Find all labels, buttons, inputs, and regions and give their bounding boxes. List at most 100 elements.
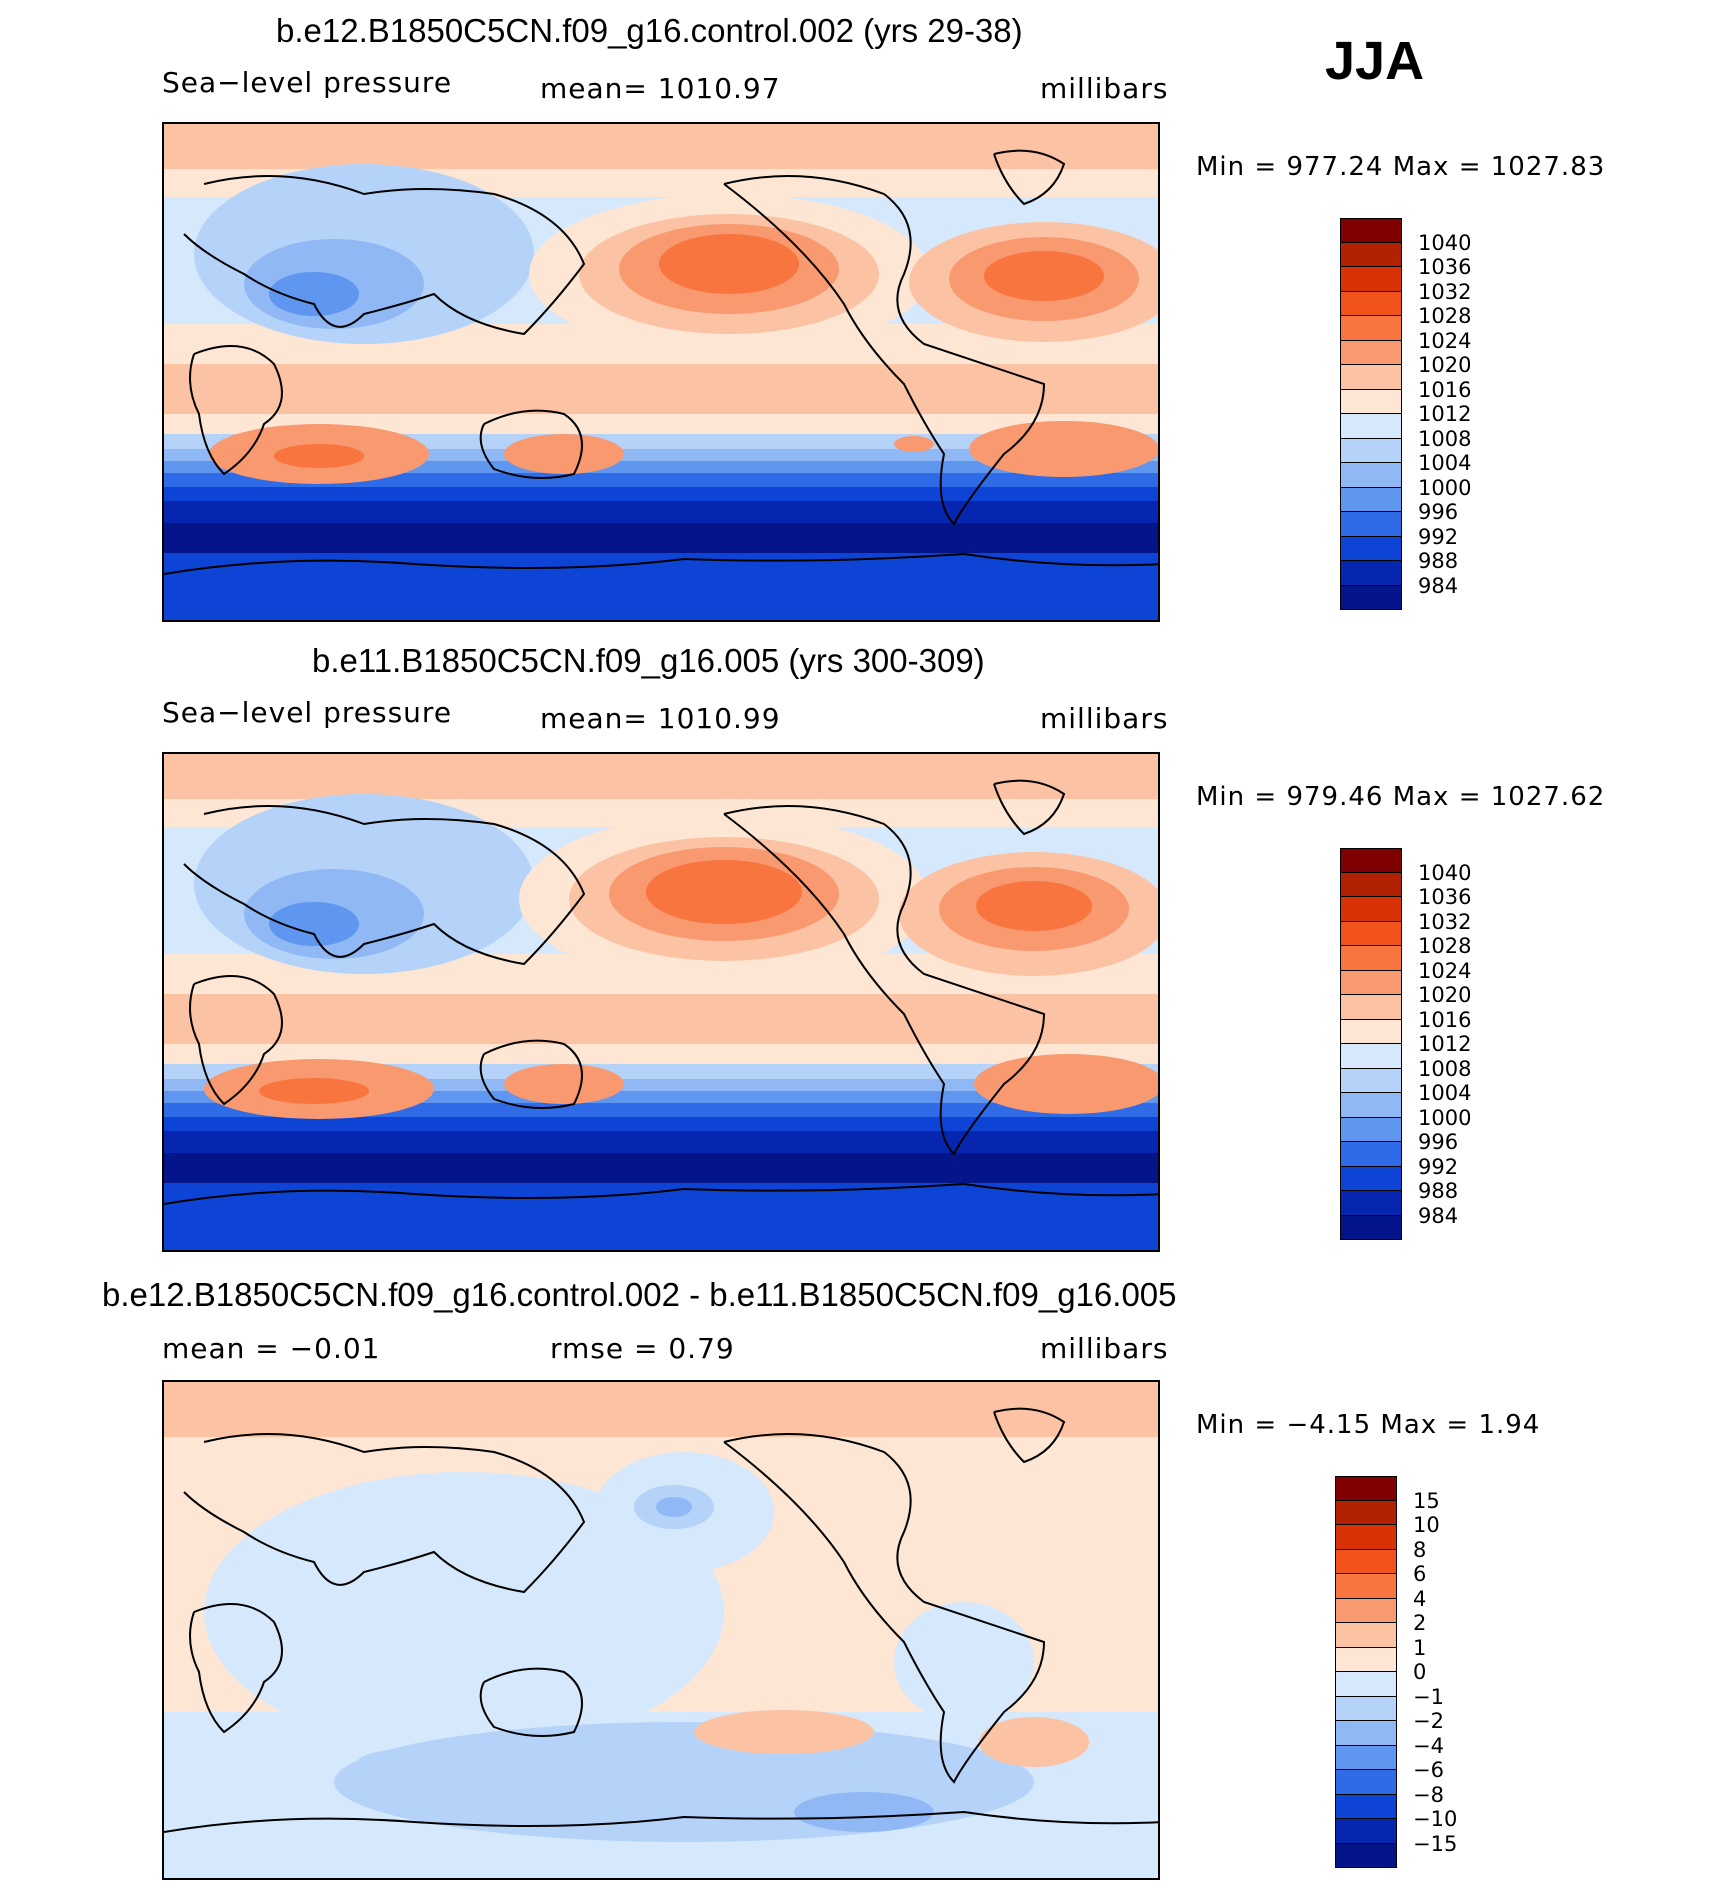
- colorbar-swatch: [1335, 1647, 1397, 1672]
- colorbar-swatch: [1335, 1794, 1397, 1819]
- colorbar-swatch: [1340, 1019, 1402, 1044]
- colorbar-tick-label: 1004: [1418, 1081, 1472, 1105]
- colorbar-swatch: [1340, 438, 1402, 463]
- panel-1-variable-label: Sea−level pressure: [162, 66, 453, 99]
- colorbar-tick-label: 6: [1413, 1562, 1427, 1586]
- colorbar-tick-label: 1: [1413, 1635, 1427, 1660]
- colorbar-swatch: [1340, 267, 1402, 292]
- colorbar-tick-label: −10: [1413, 1807, 1458, 1831]
- panel-2-map-plot: [164, 754, 1158, 1250]
- colorbar-swatch: [1335, 1819, 1397, 1844]
- colorbar-swatch: [1335, 1476, 1397, 1501]
- colorbar-swatch: [1340, 585, 1402, 610]
- colorbar-tick-label: 1012: [1418, 402, 1472, 426]
- panel-3-minmax: Min = −4.15 Max = 1.94: [1196, 1410, 1541, 1440]
- colorbar-tick-label: 1016: [1418, 1007, 1472, 1032]
- colorbar-tick-label: −15: [1413, 1831, 1458, 1856]
- colorbar-swatch: [1340, 1044, 1402, 1069]
- colorbar-tick-label: 1028: [1418, 934, 1472, 958]
- colorbar-swatch: [1340, 946, 1402, 971]
- colorbar-tick-label: 1008: [1418, 1056, 1472, 1081]
- colorbar-swatch: [1340, 1166, 1402, 1191]
- panel-1-map: [162, 122, 1160, 622]
- colorbar-swatch: [1340, 218, 1402, 243]
- colorbar-swatch: [1340, 463, 1402, 488]
- colorbar-swatch: [1340, 389, 1402, 414]
- panel-2-units: millibars: [1040, 702, 1169, 735]
- colorbar-tick-label: −1: [1413, 1684, 1444, 1709]
- colorbar-swatch: [1340, 1191, 1402, 1216]
- colorbar-swatch: [1335, 1598, 1397, 1623]
- colorbar-swatch: [1340, 414, 1402, 439]
- colorbar-swatch: [1335, 1623, 1397, 1648]
- colorbar-swatch: [1340, 536, 1402, 561]
- colorbar-tick-label: 15: [1413, 1488, 1440, 1513]
- panel-2-map: [162, 752, 1160, 1252]
- colorbar-tick-label: 10: [1413, 1513, 1440, 1537]
- colorbar-swatch: [1335, 1500, 1397, 1525]
- panel-2-mean: mean= 1010.99: [540, 702, 781, 735]
- season-label: JJA: [1325, 31, 1425, 91]
- colorbar-swatch: [1340, 1117, 1402, 1142]
- colorbar-tick-label: 996: [1418, 500, 1459, 524]
- colorbar-swatch: [1340, 487, 1402, 512]
- colorbar-swatch: [1340, 897, 1402, 922]
- colorbar-tick-label: 1000: [1418, 1105, 1472, 1130]
- colorbar-tick-label: 1008: [1418, 426, 1472, 451]
- colorbar-swatch: [1340, 512, 1402, 537]
- colorbar-tick-label: 8: [1413, 1537, 1427, 1562]
- colorbar-swatch: [1340, 995, 1402, 1020]
- colorbar-swatch: [1340, 316, 1402, 341]
- colorbar-tick-label: 4: [1413, 1586, 1427, 1611]
- colorbar-swatch: [1335, 1770, 1397, 1795]
- colorbar-tick-label: 1020: [1418, 353, 1472, 377]
- colorbar-swatch: [1335, 1843, 1397, 1868]
- colorbar-tick-label: 988: [1418, 1179, 1459, 1203]
- colorbar-tick-label: 1040: [1418, 860, 1472, 885]
- colorbar-swatch: [1340, 365, 1402, 390]
- panel-1-title: b.e12.B1850C5CN.f09_g16.control.002 (yrs…: [276, 12, 1023, 49]
- panel-3-rmse: rmse = 0.79: [550, 1332, 735, 1365]
- colorbar-tick-label: −2: [1413, 1709, 1444, 1733]
- colorbar-tick-label: 2: [1413, 1611, 1427, 1635]
- panel-3-units: millibars: [1040, 1332, 1169, 1365]
- colorbar-tick-label: −6: [1413, 1758, 1444, 1782]
- colorbar-tick-label: 984: [1418, 573, 1459, 598]
- colorbar-swatch: [1340, 340, 1402, 365]
- panel-1-units: millibars: [1040, 72, 1169, 105]
- colorbar-tick-label: −8: [1413, 1782, 1444, 1807]
- panel-3-map: [162, 1380, 1160, 1880]
- colorbar-swatch: [1335, 1745, 1397, 1770]
- colorbar-tick-label: 1032: [1418, 279, 1472, 304]
- panel-2-variable-label: Sea−level pressure: [162, 696, 453, 729]
- colorbar-tick-label: 984: [1418, 1203, 1459, 1228]
- colorbar-swatch: [1340, 561, 1402, 586]
- colorbar-tick-label: −4: [1413, 1733, 1444, 1758]
- panel-3-mean: mean = −0.01: [162, 1332, 381, 1365]
- colorbar-swatch: [1335, 1721, 1397, 1746]
- panel-3-map-plot: [164, 1382, 1158, 1878]
- colorbar-swatch: [1335, 1549, 1397, 1574]
- colorbar-tick-label: 988: [1418, 549, 1459, 573]
- colorbar-tick-label: 0: [1413, 1660, 1427, 1684]
- colorbar-tick-label: 992: [1418, 1154, 1459, 1179]
- colorbar-swatch: [1340, 242, 1402, 267]
- colorbar-swatch: [1340, 1093, 1402, 1118]
- panel-3-title: b.e12.B1850C5CN.f09_g16.control.002 - b.…: [102, 1276, 1177, 1313]
- colorbar-tick-label: 992: [1418, 524, 1459, 549]
- panel-1-minmax: Min = 977.24 Max = 1027.83: [1196, 152, 1606, 182]
- colorbar-tick-label: 1000: [1418, 475, 1472, 500]
- colorbar-swatch: [1335, 1525, 1397, 1550]
- colorbar-tick-label: 1036: [1418, 885, 1472, 909]
- colorbar-swatch: [1340, 848, 1402, 873]
- colorbar-swatch: [1335, 1672, 1397, 1697]
- colorbar-swatch: [1340, 1068, 1402, 1093]
- colorbar-tick-label: 1036: [1418, 255, 1472, 279]
- colorbar-tick-label: 1012: [1418, 1032, 1472, 1056]
- colorbar-swatch: [1340, 1215, 1402, 1240]
- colorbar-tick-label: 1016: [1418, 377, 1472, 402]
- colorbar-swatch: [1340, 1142, 1402, 1167]
- colorbar-swatch: [1340, 872, 1402, 897]
- colorbar-tick-label: 1024: [1418, 328, 1472, 353]
- colorbar-tick-label: 1028: [1418, 304, 1472, 328]
